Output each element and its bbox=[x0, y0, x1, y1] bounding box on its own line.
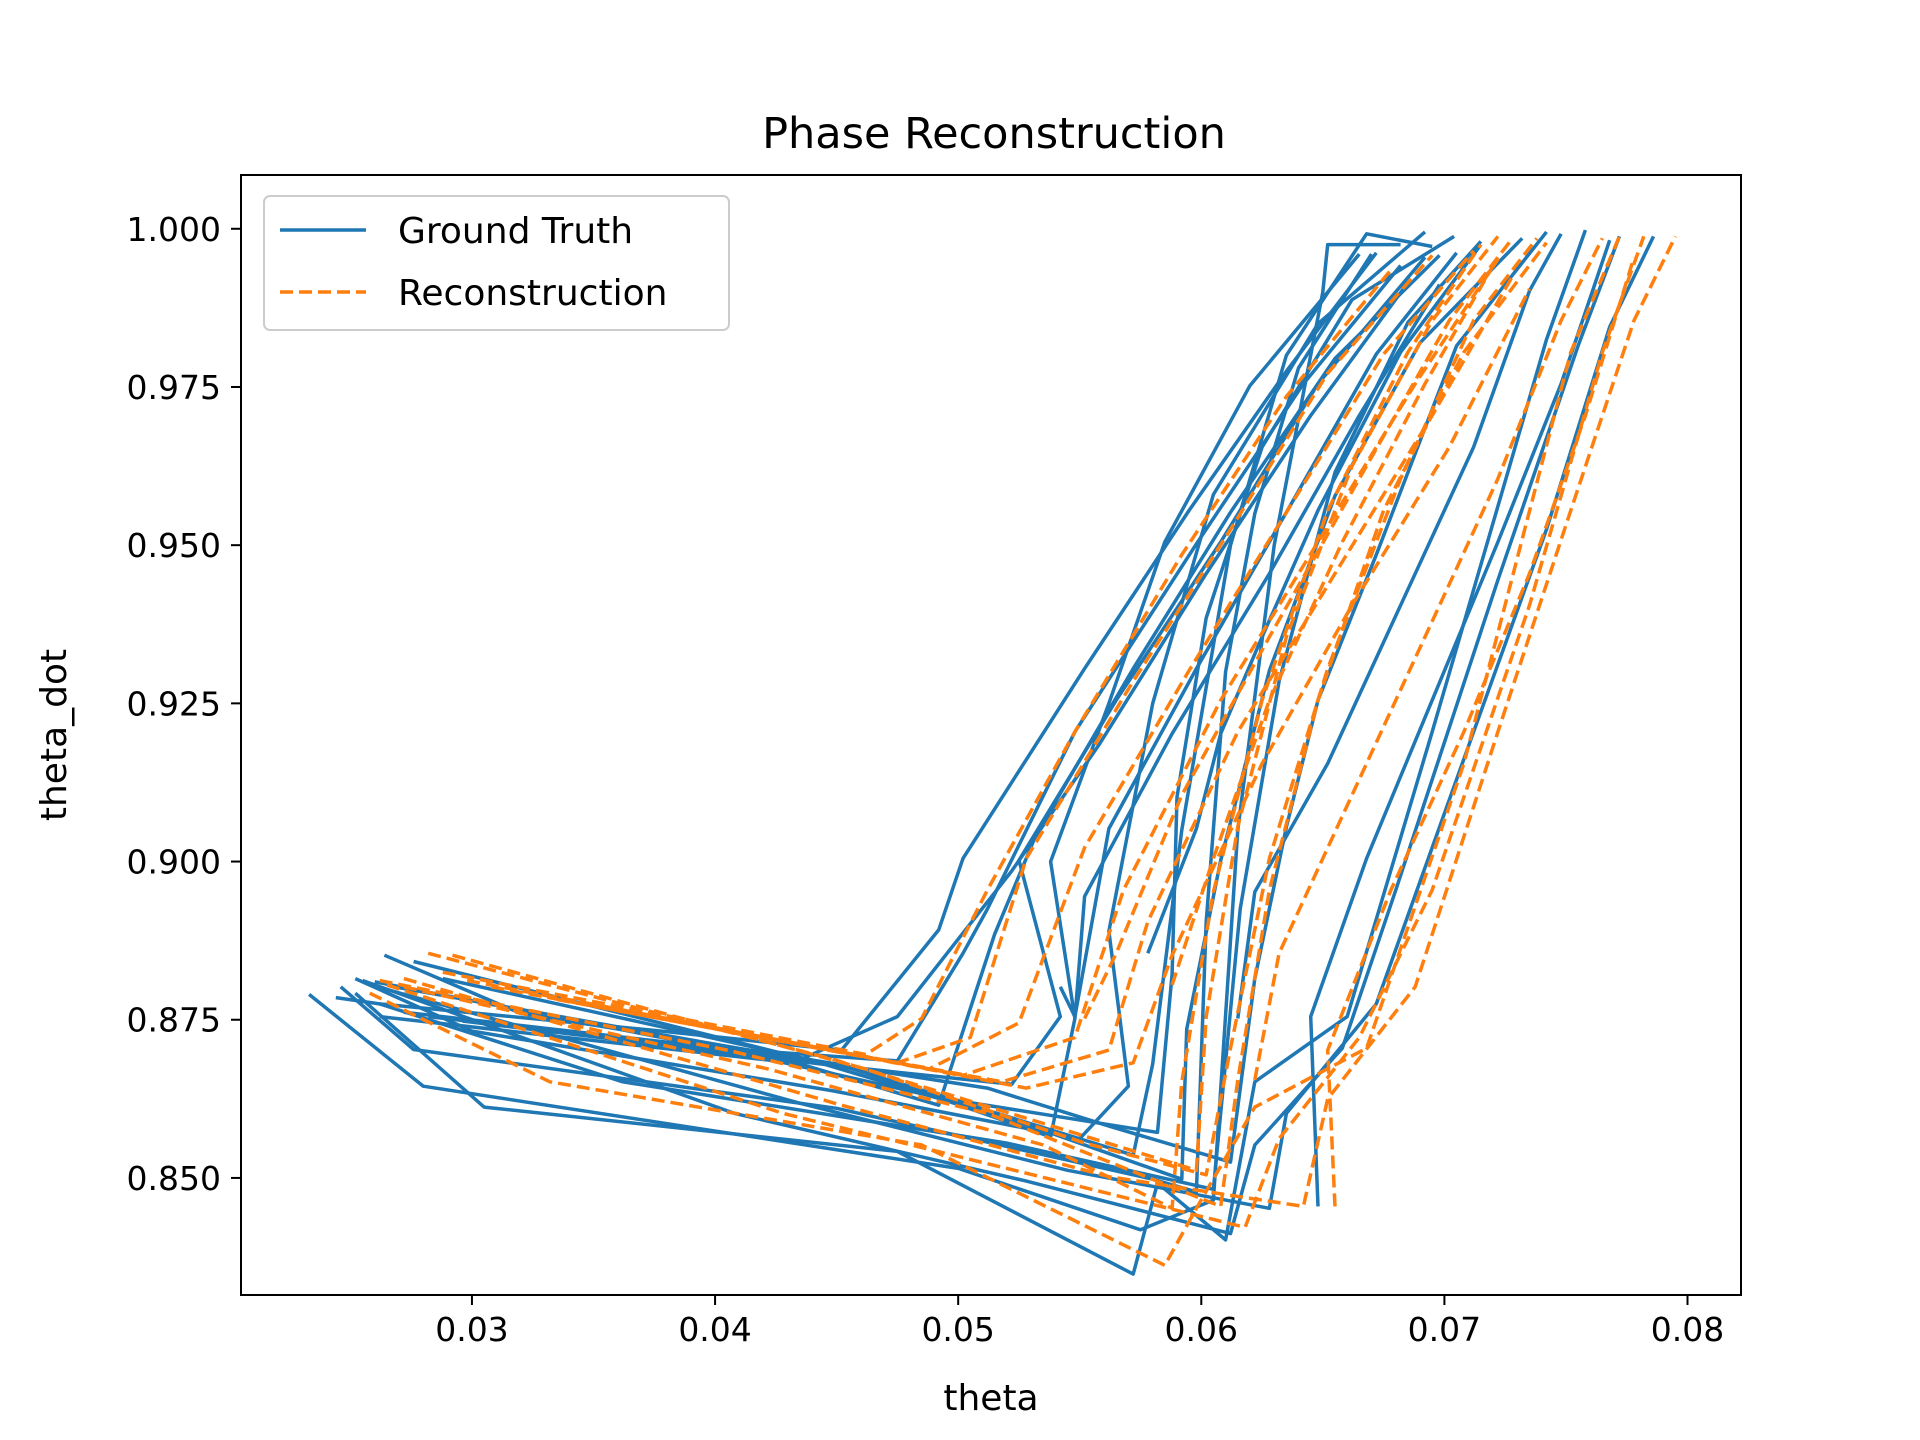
plot-area bbox=[308, 229, 1677, 1276]
series-line-reconstruction bbox=[1170, 256, 1500, 986]
series-line-reconstruction bbox=[1083, 237, 1514, 1020]
series-line-ground-truth bbox=[308, 242, 1401, 1232]
x-tick-label: 0.05 bbox=[921, 1310, 994, 1349]
chart-title: Phase Reconstruction bbox=[762, 109, 1226, 159]
legend-label-reconstruction: Reconstruction bbox=[398, 273, 667, 314]
legend-label-ground-truth: Ground Truth bbox=[398, 211, 633, 252]
series-line-reconstruction bbox=[525, 258, 1500, 1078]
x-tick-label: 0.04 bbox=[678, 1310, 751, 1349]
series-line-reconstruction bbox=[556, 275, 1515, 1084]
y-tick-label: 1.000 bbox=[127, 210, 221, 249]
y-tick-label: 0.850 bbox=[127, 1159, 221, 1198]
y-axis: 0.850 0.875 0.900 0.925 0.950 0.975 1.000 bbox=[127, 210, 241, 1198]
x-tick-label: 0.06 bbox=[1165, 1310, 1238, 1349]
series-line-reconstruction bbox=[491, 249, 1475, 1071]
y-tick-label: 0.875 bbox=[127, 1001, 221, 1040]
x-axis: 0.03 0.04 0.05 0.06 0.07 0.08 bbox=[435, 1295, 1724, 1349]
series-line-ground-truth bbox=[369, 235, 1656, 1211]
series-line-reconstruction bbox=[403, 235, 1677, 1209]
series-line-reconstruction bbox=[1325, 256, 1636, 1207]
series-line-ground-truth bbox=[1073, 283, 1441, 1019]
series-layer bbox=[308, 229, 1677, 1276]
y-tick-label: 0.900 bbox=[127, 843, 221, 882]
x-tick-label: 0.08 bbox=[1651, 1310, 1724, 1349]
series-line-ground-truth bbox=[339, 253, 1373, 1194]
series-line-reconstruction bbox=[442, 268, 1393, 1057]
series-line-reconstruction bbox=[466, 254, 1434, 1065]
x-axis-label: theta bbox=[943, 1378, 1038, 1419]
series-line-ground-truth bbox=[354, 229, 1588, 1276]
series-line-reconstruction bbox=[427, 235, 1500, 1173]
y-tick-label: 0.925 bbox=[127, 684, 221, 723]
series-reconstruction bbox=[369, 235, 1677, 1268]
series-line-ground-truth bbox=[379, 251, 1378, 1052]
y-tick-label: 0.975 bbox=[127, 368, 221, 407]
legend-box bbox=[263, 195, 730, 331]
series-line-reconstruction bbox=[369, 235, 1622, 1268]
y-axis-label: theta_dot bbox=[34, 649, 75, 821]
series-line-reconstruction bbox=[588, 288, 1532, 1090]
legend: Ground Truth Reconstruction bbox=[263, 195, 730, 331]
y-tick-label: 0.950 bbox=[127, 526, 221, 565]
series-line-reconstruction bbox=[386, 235, 1646, 1230]
x-tick-label: 0.03 bbox=[435, 1310, 508, 1349]
plot-frame bbox=[240, 174, 1742, 1296]
x-tick-label: 0.07 bbox=[1408, 1310, 1481, 1349]
series-line-reconstruction bbox=[452, 237, 1539, 1177]
series-line-ground-truth bbox=[1146, 243, 1483, 954]
series-line-ground-truth bbox=[403, 264, 1402, 1063]
series-line-reconstruction bbox=[403, 243, 1483, 1211]
series-line-reconstruction bbox=[1253, 237, 1604, 1081]
